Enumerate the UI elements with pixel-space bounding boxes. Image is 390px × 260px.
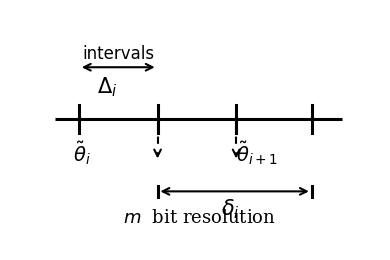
Text: intervals: intervals xyxy=(82,45,154,63)
Text: $\tilde{\theta}_{i+1}$: $\tilde{\theta}_{i+1}$ xyxy=(236,140,278,167)
Text: $\Delta_i$: $\Delta_i$ xyxy=(98,75,118,99)
Text: $\delta_i$: $\delta_i$ xyxy=(221,198,239,221)
Text: $m$  bit resolution: $m$ bit resolution xyxy=(123,209,277,228)
Text: $\tilde{\theta}_i$: $\tilde{\theta}_i$ xyxy=(73,140,91,167)
